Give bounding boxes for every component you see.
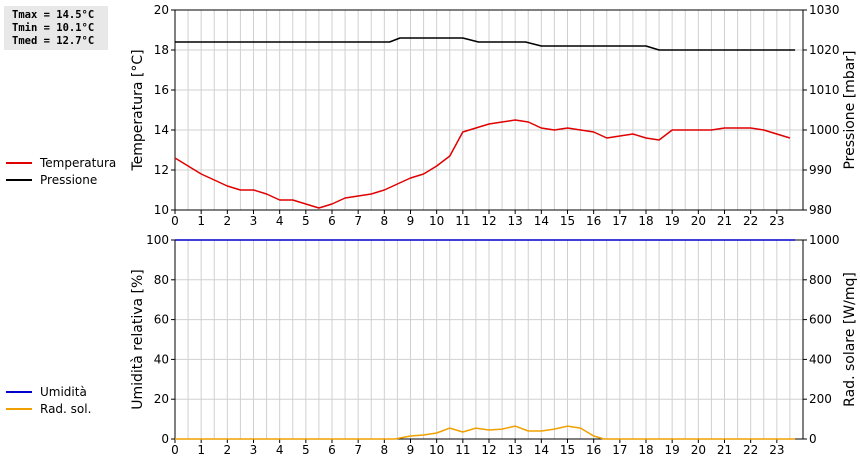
- top-xtick-label: 21: [717, 214, 732, 228]
- top-xtick-label: 13: [508, 214, 523, 228]
- bottom-xtick-label: 18: [638, 443, 653, 457]
- top-ytick-label: 12: [154, 163, 169, 177]
- bottom-xtick-label: 3: [250, 443, 258, 457]
- top-xtick-label: 1: [197, 214, 205, 228]
- top-xtick-label: 19: [665, 214, 680, 228]
- bottom-xtick-label: 9: [407, 443, 415, 457]
- bottom-ytick-label: 80: [154, 273, 169, 287]
- bottom-xtick-label: 20: [691, 443, 706, 457]
- legend-swatch-umidita: [6, 390, 32, 393]
- bottom-y2tick-label: 200: [809, 392, 832, 406]
- bottom-xtick-label: 0: [171, 443, 179, 457]
- bottom-xtick-label: 6: [328, 443, 336, 457]
- legend-label-umidita: Umidità: [40, 384, 87, 399]
- bottom-y2tick-label: 0: [809, 432, 817, 446]
- top-series-temperatura: [174, 119, 791, 209]
- top-xtick-label: 6: [328, 214, 336, 228]
- bottom-ytick-label: 0: [161, 432, 169, 446]
- bottom-xtick-label: 19: [665, 443, 680, 457]
- bottom-xtick-label: 13: [508, 443, 523, 457]
- bottom-ytick-label: 60: [154, 313, 169, 327]
- stat-tmed: Tmed = 12.7°C: [12, 35, 95, 47]
- top-xtick-label: 9: [407, 214, 415, 228]
- top-xtick-label: 20: [691, 214, 706, 228]
- top-xtick-label: 10: [429, 214, 444, 228]
- bottom-y2label: Rad. solare [W/mq]: [842, 272, 858, 407]
- legend-item-radsol: Rad. sol.: [6, 400, 91, 417]
- top-y2label: Pressione [mbar]: [842, 50, 858, 169]
- stat-tmin: Tmin = 10.1°C: [12, 22, 95, 34]
- legend-item-umidita: Umidità: [6, 383, 91, 400]
- top-ytick-label: 18: [154, 43, 169, 57]
- legend-label-temperatura: Temperatura: [40, 155, 117, 170]
- top-ytick-label: 14: [154, 123, 169, 137]
- bottom-xtick-label: 12: [481, 443, 496, 457]
- legend-swatch-temperatura: [6, 161, 32, 164]
- bottom-xtick-label: 8: [381, 443, 389, 457]
- top-xtick-label: 3: [250, 214, 258, 228]
- bottom-xtick-label: 5: [302, 443, 310, 457]
- top-ytick-label: 20: [154, 3, 169, 17]
- top-xtick-label: 14: [534, 214, 549, 228]
- bottom-xtick-label: 23: [769, 443, 784, 457]
- top-y2tick-label: 1020: [809, 43, 840, 57]
- top-xtick-label: 4: [276, 214, 284, 228]
- top-xtick-label: 17: [612, 214, 627, 228]
- top-xtick-label: 23: [769, 214, 784, 228]
- top-ytick-label: 16: [154, 83, 169, 97]
- top-y2tick-label: 990: [809, 163, 832, 177]
- bottom-y2tick-label: 400: [809, 352, 832, 366]
- temperature-pressure-chart: 0 1 2 3 4 5 6 7 8 9 10 11 12 13 14 15 16 17 18 19 20 21 22 2310…: [130, 3, 858, 228]
- top-y2tick-label: 980: [809, 203, 832, 217]
- bottom-xtick-label: 2: [224, 443, 232, 457]
- bottom-ytick-label: 20: [154, 392, 169, 406]
- legend-bottom: Umidità Rad. sol.: [6, 383, 91, 417]
- legend-swatch-pressione: [6, 178, 32, 181]
- top-xtick-label: 15: [560, 214, 575, 228]
- bottom-xtick-label: 16: [586, 443, 601, 457]
- top-xtick-label: 12: [481, 214, 496, 228]
- humidity-radiation-chart: 0 1 2 3 4 5 6 7 8 9 10 11 12 13 14 15 16 17 18 19 20 21 22 2302…: [130, 233, 858, 457]
- bottom-xtick-label: 4: [276, 443, 284, 457]
- top-y2tick-label: 1000: [809, 123, 840, 137]
- top-xtick-label: 2: [224, 214, 232, 228]
- bottom-xtick-label: 1: [197, 443, 205, 457]
- bottom-xtick-label: 14: [534, 443, 549, 457]
- stat-tmax: Tmax = 14.5°C: [12, 9, 95, 21]
- top-y2tick-label: 1010: [809, 83, 840, 97]
- bottom-ytick-label: 100: [146, 233, 169, 247]
- top-ytick-label: 10: [154, 203, 169, 217]
- top-ylabel: Temperatura [°C]: [130, 49, 146, 171]
- bottom-ytick-label: 40: [154, 352, 169, 366]
- top-series-pressione: [175, 37, 796, 51]
- bottom-xtick-label: 11: [455, 443, 470, 457]
- bottom-y2tick-label: 600: [809, 313, 832, 327]
- bottom-xtick-label: 22: [743, 443, 758, 457]
- legend-label-radsol: Rad. sol.: [40, 401, 92, 416]
- bottom-ylabel: Umidità relativa [%]: [130, 269, 146, 410]
- top-xtick-label: 7: [354, 214, 362, 228]
- legend-swatch-radsol: [6, 407, 32, 410]
- top-xtick-label: 18: [638, 214, 653, 228]
- bottom-xtick-label: 21: [717, 443, 732, 457]
- top-xtick-label: 8: [381, 214, 389, 228]
- top-xtick-label: 5: [302, 214, 310, 228]
- top-xtick-label: 11: [455, 214, 470, 228]
- top-y2tick-label: 1030: [809, 3, 840, 17]
- legend-item-pressione: Pressione: [6, 171, 116, 188]
- bottom-xtick-label: 17: [612, 443, 627, 457]
- bottom-xtick-label: 10: [429, 443, 444, 457]
- top-xtick-label: 0: [171, 214, 179, 228]
- legend-top: Temperatura Pressione: [6, 154, 116, 188]
- bottom-y2tick-label: 800: [809, 273, 832, 287]
- legend-label-pressione: Pressione: [40, 172, 98, 187]
- bottom-xtick-label: 15: [560, 443, 575, 457]
- top-xtick-label: 22: [743, 214, 758, 228]
- stats-box: Tmax = 14.5°C Tmin = 10.1°C Tmed = 12.7°…: [4, 6, 108, 50]
- bottom-series-rad-sol: [175, 425, 796, 440]
- bottom-xtick-label: 7: [354, 443, 362, 457]
- legend-item-temperatura: Temperatura: [6, 154, 116, 171]
- bottom-y2tick-label: 1000: [809, 233, 840, 247]
- top-xtick-label: 16: [586, 214, 601, 228]
